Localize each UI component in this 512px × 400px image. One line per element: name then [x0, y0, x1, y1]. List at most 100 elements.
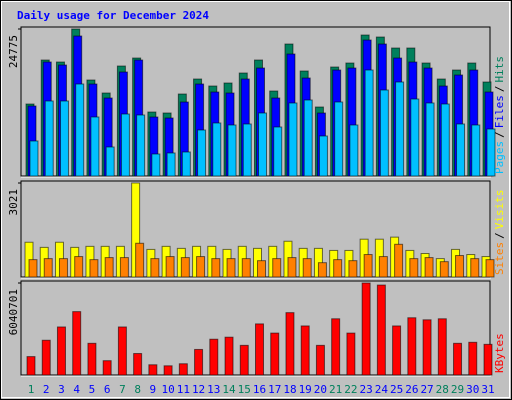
bar: [349, 124, 359, 177]
bar: [242, 123, 252, 177]
x-tick-label: 17: [268, 383, 281, 396]
bar: [105, 146, 115, 177]
bar: [455, 255, 465, 278]
bar: [117, 326, 127, 376]
bar: [453, 342, 463, 376]
bar: [424, 257, 434, 278]
bar: [197, 129, 207, 177]
x-tick-label: 22: [344, 383, 357, 396]
x-tick-label: 14: [222, 383, 236, 396]
x-tick-label: 26: [405, 383, 418, 396]
bar: [348, 260, 358, 278]
bar: [102, 360, 112, 376]
legend: Pages / Files / Hits: [493, 56, 506, 174]
bar: [44, 100, 54, 177]
bar: [439, 261, 449, 278]
y-tick-label: 6040701: [7, 289, 20, 335]
x-tick-label: 31: [481, 383, 494, 396]
bar: [43, 258, 53, 278]
bar: [409, 258, 419, 278]
bar: [483, 343, 493, 376]
x-tick-label: 18: [283, 383, 296, 396]
bar: [180, 257, 190, 278]
x-tick-label: 23: [360, 383, 373, 396]
bar: [90, 116, 100, 177]
bar: [407, 317, 417, 376]
bar: [258, 112, 267, 177]
bar: [29, 140, 39, 177]
bar: [422, 319, 432, 376]
bar: [209, 338, 219, 376]
bar: [194, 348, 204, 376]
bar: [148, 364, 158, 376]
bar: [334, 101, 344, 177]
bar: [41, 339, 51, 376]
bar: [227, 124, 237, 177]
bar: [59, 100, 69, 177]
legend-entry: Sites: [493, 242, 506, 275]
legend-entry: Pages: [493, 141, 506, 174]
x-tick-label: 11: [177, 383, 190, 396]
bar: [257, 260, 266, 278]
bar: [226, 258, 236, 278]
bar: [72, 311, 82, 376]
legend-separator: /: [493, 131, 506, 138]
bar: [363, 254, 373, 278]
bar: [315, 344, 325, 376]
bar: [270, 332, 280, 376]
bar: [470, 258, 480, 278]
bar: [437, 318, 447, 376]
x-tick-label: 21: [329, 383, 342, 396]
bar: [119, 257, 129, 278]
legend: KBytes: [493, 333, 506, 373]
bar: [364, 69, 374, 177]
y-tick-label: 3021: [7, 189, 20, 216]
bar: [485, 259, 495, 278]
y-tick-label: 24775: [7, 35, 20, 68]
legend: Sites / Visits: [493, 190, 506, 276]
bar: [212, 122, 222, 177]
bar: [178, 363, 188, 376]
bar: [136, 114, 146, 177]
bar: [395, 81, 405, 177]
bar: [181, 151, 191, 177]
bar: [285, 312, 295, 376]
bar: [378, 256, 388, 278]
x-tick-label: 27: [420, 383, 433, 396]
bar: [317, 262, 327, 278]
x-tick-label: 16: [253, 383, 266, 396]
bar: [410, 98, 420, 177]
bar: [75, 83, 85, 177]
bar: [361, 282, 371, 376]
bar: [211, 258, 221, 278]
legend-entry: Files: [493, 95, 506, 128]
bar: [333, 259, 343, 278]
legend-entry: KBytes: [493, 333, 506, 373]
bar: [456, 123, 466, 177]
bar: [273, 126, 283, 177]
x-tick-label: 20: [314, 383, 327, 396]
x-tick-label: 28: [436, 383, 449, 396]
bar: [303, 99, 313, 177]
x-tick-label: 12: [192, 383, 205, 396]
bar: [104, 257, 114, 278]
bar: [89, 259, 99, 278]
bar: [425, 102, 435, 177]
bar: [302, 258, 312, 278]
bar: [287, 257, 297, 278]
x-tick-label: 10: [161, 383, 174, 396]
x-tick-label: 2: [43, 383, 50, 396]
bar: [241, 258, 251, 278]
bar: [224, 336, 234, 376]
bar: [87, 342, 97, 376]
bar: [376, 284, 386, 376]
x-tick-label: 30: [466, 383, 479, 396]
bar: [58, 258, 68, 278]
legend-separator: /: [493, 86, 506, 93]
x-tick-label: 24: [375, 383, 389, 396]
bar: [392, 325, 402, 376]
bar: [166, 152, 176, 177]
bar: [135, 242, 145, 278]
